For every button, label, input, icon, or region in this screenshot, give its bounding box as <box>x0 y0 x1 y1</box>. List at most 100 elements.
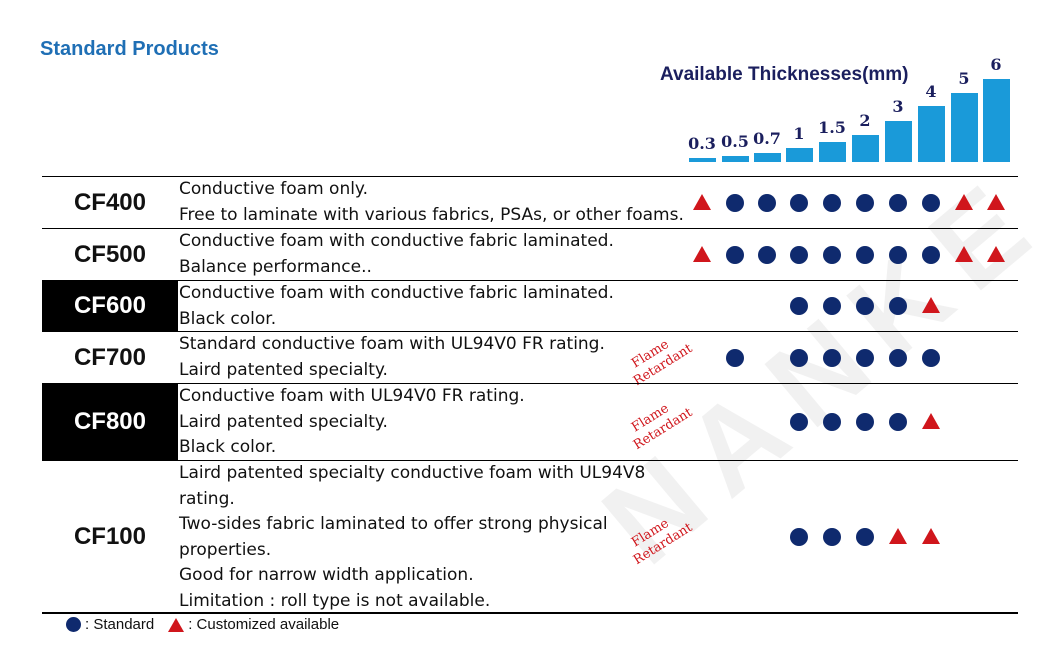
thickness-bar <box>818 142 846 162</box>
custom-triangle-icon <box>922 297 940 313</box>
description-line: Good for narrow width application. <box>179 565 474 585</box>
standard-dot-icon <box>823 413 841 431</box>
standard-dot-icon <box>856 527 874 546</box>
description-line: Conductive foam with conductive fabric l… <box>179 231 614 251</box>
standard-dot-icon <box>856 297 874 315</box>
standard-dot-icon <box>889 348 907 367</box>
row-divider <box>42 228 1018 229</box>
description-line: properties. <box>179 539 272 560</box>
product-description: Laird patented specialty conductive foam… <box>179 461 645 614</box>
standard-dot-icon <box>790 527 808 546</box>
thickness-label: 0.3 <box>688 134 716 153</box>
product-code: CF500 <box>73 240 147 268</box>
standard-dot-icon <box>922 245 940 264</box>
description-line: Balance performance.. <box>179 256 372 277</box>
thickness-label: 3 <box>892 97 904 116</box>
standard-dot-icon <box>790 348 808 367</box>
product-description: Conductive foam only. Free to laminate wi… <box>179 177 684 228</box>
description-line: Black color. <box>179 437 277 457</box>
custom-triangle-icon <box>693 193 711 210</box>
product-row: CF700 Standard conductive foam with UL94V… <box>42 332 1018 388</box>
standard-dot-icon <box>823 193 841 212</box>
thickness-label: 2 <box>859 111 871 130</box>
product-code: CF100 <box>73 522 147 550</box>
standard-dot-icon <box>790 413 808 431</box>
description-line: Limitation : roll type is not available. <box>179 590 491 611</box>
product-code: CF400 <box>73 188 147 216</box>
thickness-bar <box>884 121 912 162</box>
standard-dot-icon <box>889 413 907 431</box>
custom-triangle-icon <box>168 617 185 632</box>
description-line: Conductive foam with conductive fabric l… <box>179 283 614 303</box>
thickness-label: 4 <box>925 82 937 101</box>
legend-custom: : Customized available <box>188 616 340 633</box>
flame-retardant-stamp: Flame Retardant <box>614 392 696 460</box>
custom-triangle-icon <box>922 413 940 429</box>
description-line: rating. <box>179 488 235 509</box>
description-line: Conductive foam only. <box>179 179 368 199</box>
product-row: CF100 Laird patented specialty conductive… <box>42 461 1018 612</box>
standard-dot-icon <box>823 297 841 315</box>
standard-dot-icon <box>856 193 874 212</box>
standard-dot-icon <box>823 245 841 264</box>
standard-dot-icon <box>790 297 808 315</box>
product-description: Conductive foam with UL94V0 FR rating. La… <box>179 384 525 461</box>
thickness-label: 0.7 <box>753 129 781 148</box>
legend: : Standard : Customized available <box>66 616 339 633</box>
standard-dot-icon <box>66 617 81 632</box>
page-title: Standard Products <box>40 38 219 60</box>
custom-triangle-icon <box>955 245 973 262</box>
product-description: Conductive foam with conductive fabric l… <box>179 229 614 280</box>
standard-dot-icon <box>889 193 907 212</box>
standard-dot-icon <box>922 348 940 367</box>
description-line: Two-sides fabric laminated to offer stro… <box>179 514 608 534</box>
product-code: CF800 <box>42 384 178 460</box>
standard-dot-icon <box>856 348 874 367</box>
product-code: CF700 <box>73 343 147 371</box>
standard-dot-icon <box>856 413 874 431</box>
product-row: CF800 Conductive foam with UL94V0 FR rati… <box>42 384 1018 460</box>
row-divider <box>42 331 1018 332</box>
description-line: Black color. <box>179 308 277 329</box>
thickness-bar <box>785 148 813 162</box>
thickness-label: 5 <box>958 69 970 88</box>
description-line: Laird patented specialty. <box>179 359 388 380</box>
description-line: Standard conductive foam with UL94V0 FR … <box>179 334 605 354</box>
thickness-bar <box>982 79 1010 162</box>
description-line: Free to laminate with various fabrics, P… <box>179 204 684 225</box>
thicknesses-title: Available Thicknesses(mm) <box>660 64 909 85</box>
standard-dot-icon <box>758 193 776 212</box>
standard-dot-icon <box>856 245 874 264</box>
standard-dot-icon <box>823 527 841 546</box>
description-line: Conductive foam with UL94V0 FR rating. <box>179 386 525 406</box>
description-line: Laird patented specialty conductive foam… <box>179 463 646 483</box>
standard-dot-icon <box>726 193 744 212</box>
thickness-label: 1 <box>793 124 805 143</box>
standard-dot-icon <box>922 193 940 212</box>
custom-triangle-icon <box>693 245 711 262</box>
product-row: CF400 Conductive foam only. Free to lamina… <box>42 177 1018 228</box>
custom-triangle-icon <box>889 527 907 544</box>
custom-triangle-icon <box>955 193 973 210</box>
product-description: Conductive foam with conductive fabric l… <box>179 281 614 332</box>
thickness-label: 0.5 <box>721 132 749 151</box>
standard-dot-icon <box>889 297 907 315</box>
legend-standard: : Standard <box>85 616 155 633</box>
row-divider <box>42 383 1018 384</box>
thickness-bar <box>721 156 749 162</box>
row-divider <box>42 280 1018 281</box>
product-row: CF500 Conductive foam with conductive fab… <box>42 229 1018 280</box>
thickness-bar <box>851 135 879 162</box>
standard-dot-icon <box>889 245 907 264</box>
product-description: Standard conductive foam with UL94V0 FR … <box>179 332 605 383</box>
row-divider <box>42 176 1018 177</box>
standard-dot-icon <box>758 245 776 264</box>
row-divider <box>42 460 1018 461</box>
thickness-bar <box>688 158 716 162</box>
product-code: CF600 <box>42 281 178 331</box>
thickness-bar <box>753 153 781 162</box>
standard-dot-icon <box>790 193 808 212</box>
standard-dot-icon <box>823 348 841 367</box>
custom-triangle-icon <box>922 527 940 544</box>
standard-dot-icon <box>790 245 808 264</box>
